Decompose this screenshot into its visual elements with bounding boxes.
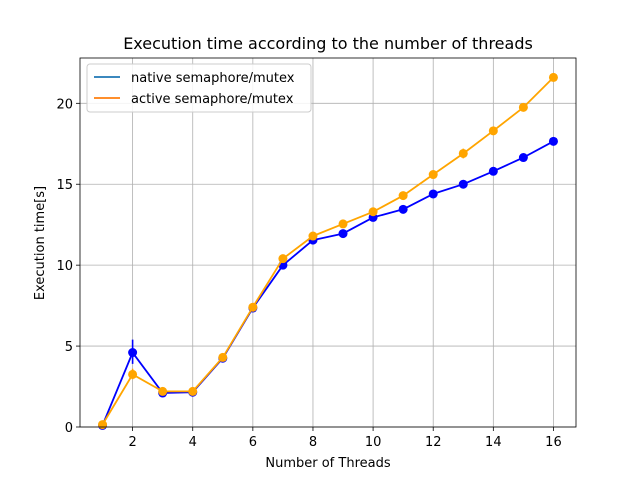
series-2: [98, 72, 558, 430]
y-axis-title: Execution time[s]: [33, 186, 48, 300]
data-point: [398, 204, 408, 214]
data-point: [398, 191, 408, 201]
series-line: [101, 76, 555, 426]
data-point: [458, 179, 468, 189]
data-point: [518, 102, 528, 112]
x-tick-label: 8: [309, 435, 317, 450]
x-tick-label: 10: [365, 435, 382, 450]
legend-label: native semaphore/mutex: [131, 71, 295, 86]
x-axis-title: Number of Threads: [265, 456, 390, 471]
data-point: [278, 254, 288, 264]
data-point: [128, 348, 138, 358]
chart-title: Execution time according to the number o…: [123, 34, 533, 53]
x-tick-label: 4: [189, 435, 197, 450]
legend-label: active semaphore/mutex: [131, 92, 294, 107]
series-line: [101, 140, 554, 426]
data-point: [218, 352, 228, 362]
legend: native semaphore/mutex active semaphore/m…: [86, 63, 312, 113]
data-point: [368, 207, 378, 217]
data-point: [188, 386, 198, 396]
axes-frame: [79, 57, 577, 428]
data-point: [488, 126, 498, 136]
data-point: [548, 136, 558, 146]
plot-area: 2 4 6 8 10 12 14 16 0 5 10 15 20 native semaphore/mut…: [56, 57, 577, 450]
x-tick-label: 12: [425, 435, 442, 450]
data-point: [308, 231, 318, 241]
y-tick-label: 20: [56, 97, 73, 112]
x-tick-label: 6: [249, 435, 257, 450]
y-tick-label: 0: [65, 421, 73, 436]
data-point: [158, 386, 168, 396]
y-tick-label: 15: [56, 178, 73, 193]
legend-box: [86, 63, 312, 113]
x-tick-label: 14: [485, 435, 502, 450]
data-point: [428, 189, 438, 199]
data-point: [458, 148, 468, 158]
data-point: [338, 219, 348, 229]
data-point: [338, 229, 348, 239]
data-point: [428, 170, 438, 180]
data-point: [248, 302, 258, 312]
data-point: [518, 153, 528, 163]
data-point: [548, 72, 558, 82]
y-tick-label: 10: [56, 259, 73, 274]
data-point: [128, 369, 138, 379]
x-tick-label: 16: [545, 435, 562, 450]
data-point: [98, 420, 108, 430]
series-1: [98, 136, 558, 430]
x-tick-label: 2: [128, 435, 136, 450]
y-tick-label: 5: [65, 340, 73, 355]
data-point: [488, 166, 498, 176]
